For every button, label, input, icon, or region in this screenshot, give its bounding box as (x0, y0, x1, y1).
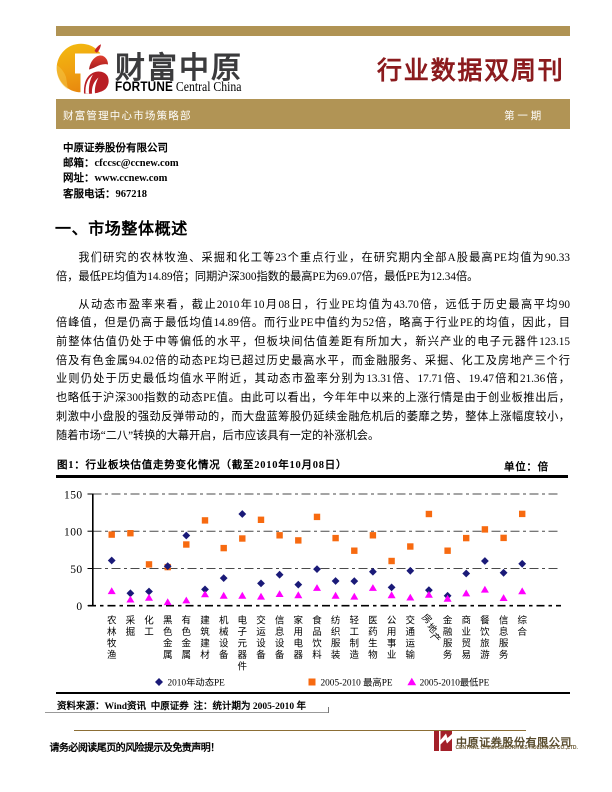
svg-text:信: 信 (275, 615, 285, 627)
svg-text:务: 务 (443, 649, 453, 661)
svg-text:业: 业 (387, 650, 397, 661)
svg-text:纺: 纺 (331, 615, 341, 627)
svg-text:饮: 饮 (480, 626, 490, 638)
svg-text:机: 机 (219, 615, 229, 627)
svg-text:采: 采 (126, 616, 136, 627)
svg-text:黑: 黑 (163, 616, 173, 627)
svg-text:件: 件 (238, 660, 248, 672)
svg-text:服: 服 (331, 639, 341, 650)
svg-text:设: 设 (256, 639, 266, 650)
svg-text:品: 品 (312, 627, 322, 638)
svg-text:备: 备 (275, 649, 285, 661)
svg-text:信: 信 (499, 615, 509, 627)
svg-text:150: 150 (64, 489, 82, 501)
svg-text:械: 械 (219, 626, 229, 638)
svg-text:制: 制 (350, 638, 360, 650)
svg-text:业: 业 (461, 627, 471, 638)
svg-text:家: 家 (294, 615, 304, 627)
svg-text:旅: 旅 (480, 638, 490, 650)
svg-text:公: 公 (387, 616, 397, 627)
svg-text:牧: 牧 (107, 638, 117, 650)
svg-text:融: 融 (443, 627, 453, 638)
svg-text:渔: 渔 (107, 650, 117, 661)
svg-text:有: 有 (182, 615, 192, 627)
svg-text:设: 设 (219, 639, 229, 650)
svg-text:息: 息 (275, 626, 285, 638)
svg-text:药: 药 (368, 627, 378, 638)
svg-text:工: 工 (350, 628, 360, 638)
svg-text:综: 综 (517, 615, 527, 627)
svg-text:餐: 餐 (480, 615, 490, 627)
svg-text:建: 建 (200, 615, 210, 627)
svg-text:游: 游 (480, 649, 490, 661)
svg-text:服: 服 (443, 639, 453, 650)
svg-text:电: 电 (238, 615, 248, 627)
svg-text:贸: 贸 (461, 638, 471, 650)
svg-text:掘: 掘 (126, 626, 136, 638)
svg-text:设: 设 (275, 639, 285, 650)
svg-text:料: 料 (312, 649, 322, 661)
svg-text:属: 属 (182, 650, 192, 661)
svg-text:金: 金 (163, 638, 173, 650)
svg-text:织: 织 (331, 626, 341, 638)
svg-text:运: 运 (256, 627, 266, 638)
svg-text:饮: 饮 (312, 638, 322, 650)
svg-text:器: 器 (238, 650, 248, 661)
svg-text:生: 生 (368, 638, 378, 650)
svg-text:筑: 筑 (200, 626, 210, 638)
svg-text:医: 医 (368, 616, 378, 627)
svg-text:备: 备 (256, 649, 266, 661)
svg-text:装: 装 (331, 649, 341, 661)
svg-text:轻: 轻 (350, 615, 360, 627)
svg-text:用: 用 (387, 627, 397, 638)
svg-text:运: 运 (406, 639, 416, 650)
svg-text:2010年动态PE: 2010年动态PE (168, 677, 226, 689)
svg-text:造: 造 (350, 649, 360, 661)
svg-text:备: 备 (219, 649, 229, 661)
svg-text:通: 通 (406, 627, 416, 638)
svg-text:食: 食 (312, 615, 322, 627)
svg-text:息: 息 (499, 626, 509, 638)
svg-text:电: 电 (294, 638, 304, 650)
svg-text:建: 建 (200, 638, 210, 650)
svg-text:金: 金 (182, 638, 192, 650)
svg-text:务: 务 (499, 649, 509, 661)
svg-text:易: 易 (461, 650, 471, 661)
svg-text:材: 材 (200, 649, 210, 661)
svg-text:色: 色 (163, 626, 173, 638)
svg-text:元: 元 (238, 640, 248, 650)
svg-text:用: 用 (294, 627, 304, 638)
svg-text:商: 商 (461, 615, 471, 627)
svg-text:0: 0 (76, 601, 82, 613)
svg-text:合: 合 (517, 626, 527, 638)
svg-text:事: 事 (387, 638, 397, 650)
svg-text:服: 服 (499, 639, 509, 650)
svg-text:色: 色 (182, 626, 192, 638)
svg-text:化: 化 (144, 615, 154, 627)
svg-text:50: 50 (70, 564, 82, 576)
svg-text:器: 器 (294, 650, 304, 661)
svg-text:2005-2010最低PE: 2005-2010最低PE (420, 677, 490, 689)
svg-text:输: 输 (406, 649, 416, 661)
svg-text:金: 金 (443, 615, 453, 627)
svg-text:工: 工 (144, 628, 154, 638)
svg-text:2005-2010 最高PE: 2005-2010 最高PE (321, 677, 393, 689)
svg-text:属: 属 (163, 650, 173, 661)
svg-text:子: 子 (238, 627, 248, 638)
svg-text:农: 农 (107, 615, 117, 627)
svg-text:物: 物 (368, 649, 378, 661)
svg-text:交: 交 (256, 615, 266, 627)
svg-text:林: 林 (107, 626, 117, 638)
svg-text:100: 100 (64, 527, 82, 539)
svg-text:交: 交 (406, 615, 416, 627)
